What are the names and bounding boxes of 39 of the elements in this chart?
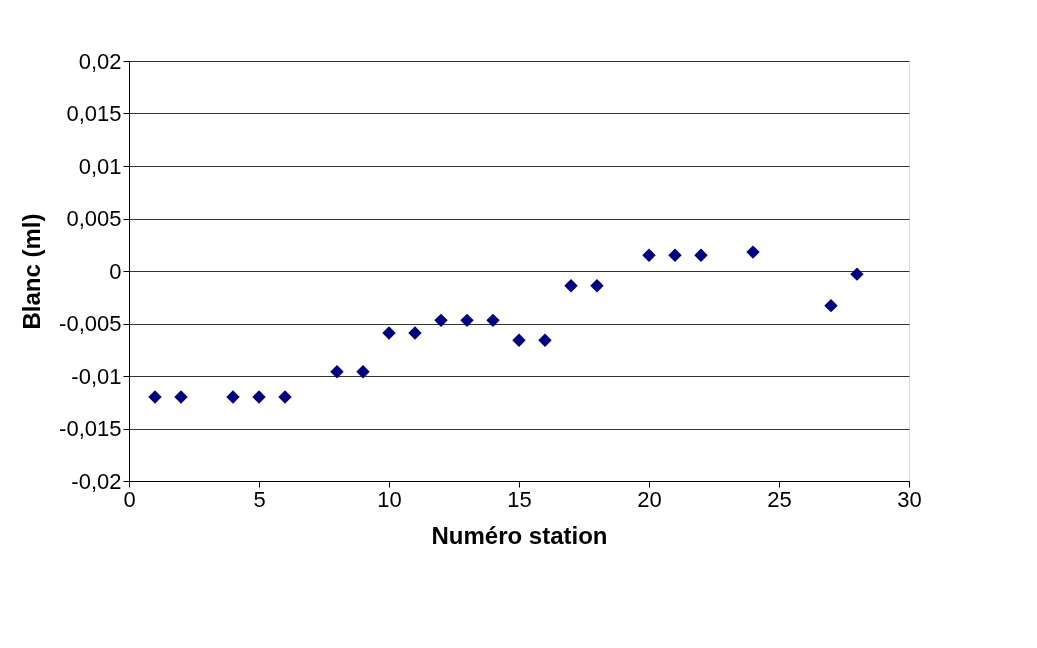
x-axis-title: Numéro station — [431, 521, 608, 549]
x-tick-label: 25 — [767, 486, 792, 512]
point — [850, 267, 864, 281]
point — [486, 313, 500, 328]
point — [148, 390, 162, 404]
y-tick-label: 0,015 — [66, 101, 122, 126]
point — [330, 365, 344, 379]
y-tick-label: -0,02 — [71, 468, 122, 494]
x-tick-label: 30 — [897, 486, 922, 512]
y-tick-label: 0,02 — [78, 48, 122, 74]
y-tick-label: 0 — [109, 258, 122, 284]
point — [252, 390, 266, 404]
point — [668, 248, 682, 262]
point — [512, 333, 526, 348]
x-tick-label: 5 — [253, 486, 266, 512]
x-tick-label: 15 — [507, 486, 532, 512]
point — [434, 313, 448, 328]
point — [538, 333, 552, 348]
point — [460, 313, 474, 328]
point — [382, 326, 396, 340]
y-tick-label: -0,005 — [59, 311, 122, 336]
y-tick-label: -0,01 — [71, 363, 122, 389]
point — [356, 365, 370, 379]
x-tick-label: 20 — [637, 486, 662, 512]
x-tick-label: 10 — [377, 486, 402, 512]
point — [642, 248, 656, 262]
point — [174, 390, 188, 404]
point — [590, 278, 604, 293]
point — [746, 245, 760, 259]
point — [824, 298, 838, 313]
point — [226, 390, 240, 404]
y-tick-label: 0,005 — [66, 206, 122, 231]
y-tick-label: 0,01 — [78, 153, 122, 179]
point — [278, 390, 292, 404]
point — [408, 326, 422, 340]
y-tick-label: -0,015 — [59, 416, 122, 441]
point — [564, 278, 578, 293]
point — [694, 248, 708, 262]
y-axis-title: Blanc (ml) — [18, 213, 46, 330]
